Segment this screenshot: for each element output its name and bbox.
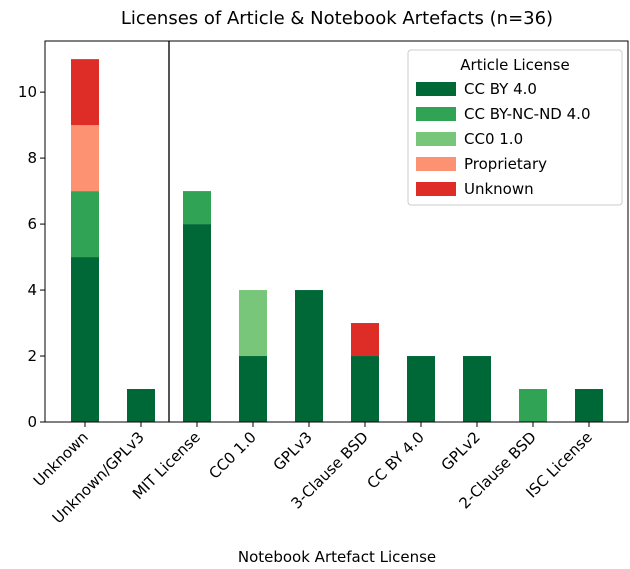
legend-label: CC0 1.0 xyxy=(464,130,523,148)
bar-segment xyxy=(351,356,379,422)
bar-segment xyxy=(239,356,267,422)
bar-segment xyxy=(71,257,99,422)
y-tick-label: 6 xyxy=(27,215,37,233)
legend-swatch xyxy=(416,132,456,146)
legend-frame xyxy=(407,49,623,206)
x-tick-label: GPLv3 xyxy=(270,428,316,474)
y-tick-label: 0 xyxy=(27,413,37,431)
legend: Article License CC BY 4.0 CC BY-NC-ND 4.0 C… xyxy=(407,49,623,206)
y-tick-label: 10 xyxy=(18,83,37,101)
legend-swatch xyxy=(416,182,456,196)
bar-segment xyxy=(519,389,547,422)
bar-segment xyxy=(183,191,211,225)
bar-segment xyxy=(183,224,211,422)
y-tick-label: 4 xyxy=(27,281,37,299)
x-tick-label: CC BY 4.0 xyxy=(363,428,427,492)
bar-segment xyxy=(351,323,379,357)
bar-segment xyxy=(71,191,99,258)
y-tick-label: 8 xyxy=(27,149,37,167)
x-axis-label: Notebook Artefact License xyxy=(238,548,436,566)
y-tick-label: 2 xyxy=(27,347,37,365)
chart-title: Licenses of Article & Notebook Artefacts… xyxy=(121,8,553,29)
plot-frame xyxy=(44,40,629,423)
legend-title: Article License xyxy=(460,56,569,74)
legend-swatch xyxy=(416,107,456,121)
x-tick-label: GPLv2 xyxy=(438,428,484,474)
bar-segment xyxy=(71,125,99,192)
legend-swatch xyxy=(416,157,456,171)
bar-segment xyxy=(295,290,323,422)
bar-segment xyxy=(407,356,435,422)
bar-segment xyxy=(463,356,491,422)
legend-swatch xyxy=(416,82,456,96)
x-tick-label: CC0 1.0 xyxy=(205,428,260,483)
bar-segment xyxy=(575,389,603,422)
legend-label: Proprietary xyxy=(464,155,547,173)
bar-segment xyxy=(71,59,99,126)
legend-label: CC BY 4.0 xyxy=(464,80,537,98)
bar-segment xyxy=(127,389,155,422)
legend-label: Unknown xyxy=(464,180,534,198)
legend-label: CC BY-NC-ND 4.0 xyxy=(464,105,590,123)
bar-segment xyxy=(239,290,267,357)
